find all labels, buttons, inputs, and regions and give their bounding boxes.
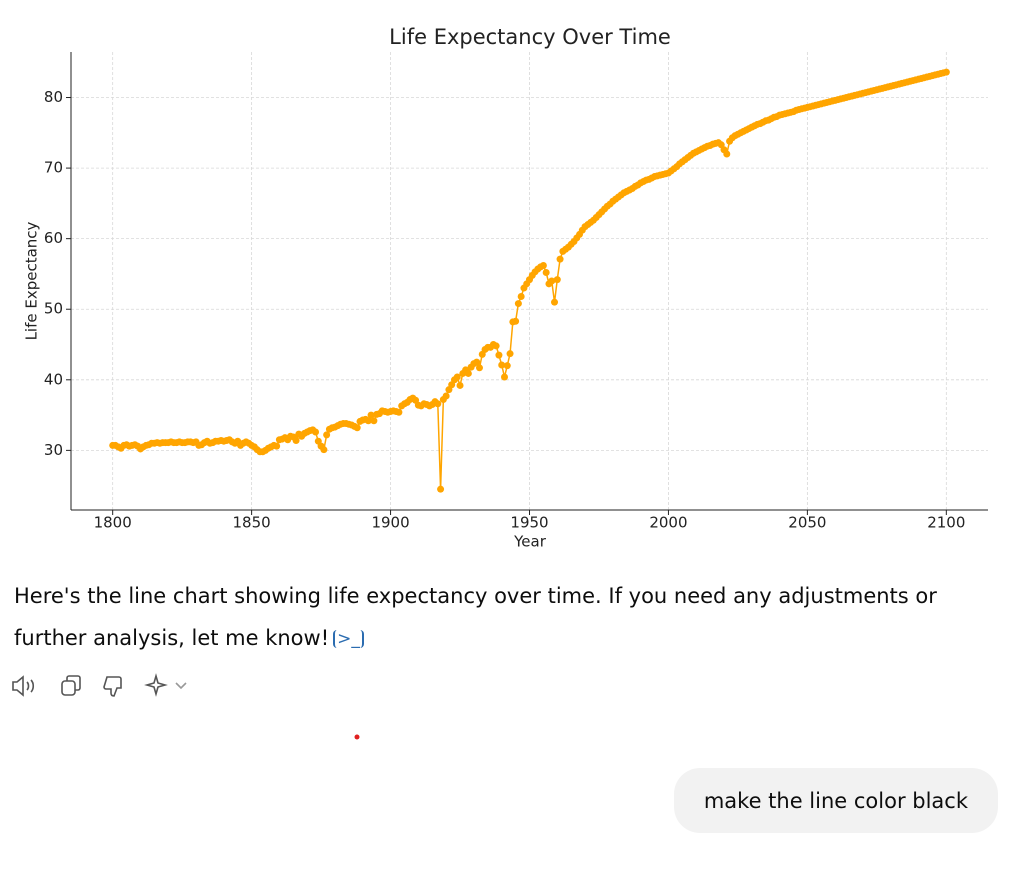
x-tick-label: 1850	[233, 514, 271, 532]
point	[364, 417, 372, 425]
x-axis-label: Year	[513, 533, 547, 551]
point	[473, 358, 481, 366]
point	[942, 68, 950, 76]
chart-title: Life Expectancy Over Time	[389, 25, 671, 49]
point	[492, 342, 500, 350]
user-message: make the line color black	[673, 768, 998, 833]
point	[503, 362, 511, 370]
point	[551, 298, 559, 306]
cursor-dot	[354, 734, 360, 740]
point	[553, 276, 561, 284]
point	[548, 277, 556, 285]
x-tick-label: 2000	[649, 514, 687, 532]
copy-button[interactable]	[61, 675, 81, 696]
point	[273, 442, 281, 450]
y-tick-label: 50	[44, 300, 63, 318]
point	[495, 351, 503, 359]
message-text: Here's the line chart showing life expec…	[14, 584, 937, 650]
point	[512, 317, 520, 325]
y-axis-label: Life Expectancy	[23, 221, 41, 340]
point	[353, 424, 361, 432]
y-tick-label: 80	[44, 88, 63, 106]
dislike-button[interactable]	[103, 676, 122, 697]
point	[506, 350, 514, 358]
x-tick-label: 1900	[371, 514, 409, 532]
point	[320, 446, 328, 454]
point	[723, 150, 731, 158]
point	[514, 300, 522, 308]
point	[442, 392, 450, 400]
point	[539, 261, 547, 269]
point	[323, 431, 331, 439]
x-tick-label: 2100	[927, 514, 965, 532]
point	[453, 373, 461, 381]
point	[370, 417, 378, 425]
model-switch-button[interactable]	[144, 673, 187, 697]
x-tick-label: 1800	[94, 514, 132, 532]
point	[498, 361, 506, 369]
point	[434, 400, 442, 408]
point	[556, 255, 564, 263]
point	[517, 293, 525, 301]
message-actions	[12, 673, 187, 697]
point	[542, 269, 550, 277]
x-tick-label: 1950	[510, 514, 548, 532]
code-link[interactable]: >_	[333, 630, 364, 648]
read-aloud-button[interactable]	[12, 675, 35, 697]
point	[395, 408, 403, 416]
point	[456, 381, 464, 389]
point	[464, 369, 472, 377]
point	[312, 428, 320, 436]
y-tick-label: 70	[44, 159, 63, 177]
y-tick-label: 40	[44, 370, 63, 388]
dot	[354, 734, 360, 740]
point	[367, 411, 375, 419]
y-tick-label: 60	[44, 229, 63, 247]
point	[475, 364, 483, 372]
point	[292, 436, 300, 444]
x-tick-label: 2050	[788, 514, 826, 532]
chart: Life Expectancy Over Time Year Life Expe…	[23, 25, 988, 551]
y-tick-label: 30	[44, 441, 63, 459]
point	[500, 373, 508, 381]
assistant-message: Here's the line chart showing life expec…	[14, 575, 954, 659]
point	[437, 485, 445, 493]
